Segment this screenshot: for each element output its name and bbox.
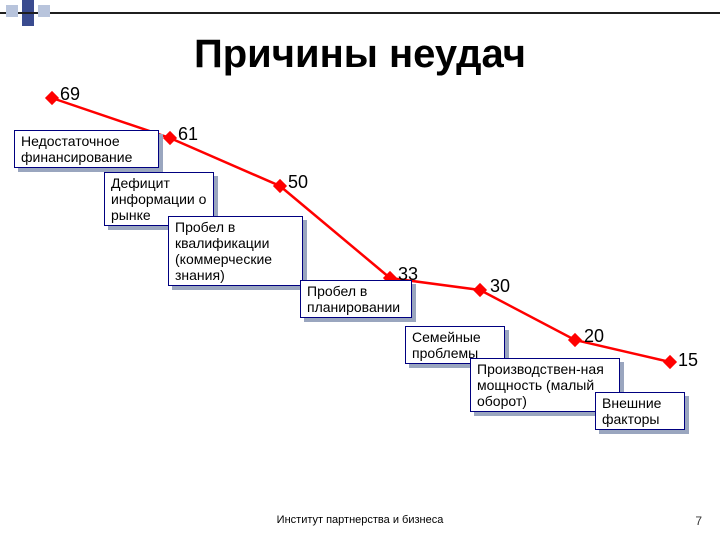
data-value-label: 20 <box>584 326 604 347</box>
slide-stage: Причины неудач 69615033302015 Недостаточ… <box>0 0 720 540</box>
line-chart <box>0 0 720 540</box>
data-value-label: 15 <box>678 350 698 371</box>
slide-number: 7 <box>695 514 702 528</box>
cause-box: Пробел в планировании <box>300 280 412 318</box>
cause-box: Внешние факторы <box>595 392 685 430</box>
data-value-label: 69 <box>60 84 80 105</box>
cause-box: Недостаточное финансирование <box>14 130 159 168</box>
chart-marker <box>663 355 677 369</box>
data-value-label: 50 <box>288 172 308 193</box>
chart-marker <box>45 91 59 105</box>
chart-marker <box>568 333 582 347</box>
data-value-label: 30 <box>490 276 510 297</box>
chart-marker <box>473 283 487 297</box>
footer-text: Институт партнерства и бизнеса <box>0 514 720 526</box>
chart-marker <box>163 131 177 145</box>
cause-box: Пробел в квалификации (коммерческие знан… <box>168 216 303 286</box>
data-value-label: 61 <box>178 124 198 145</box>
